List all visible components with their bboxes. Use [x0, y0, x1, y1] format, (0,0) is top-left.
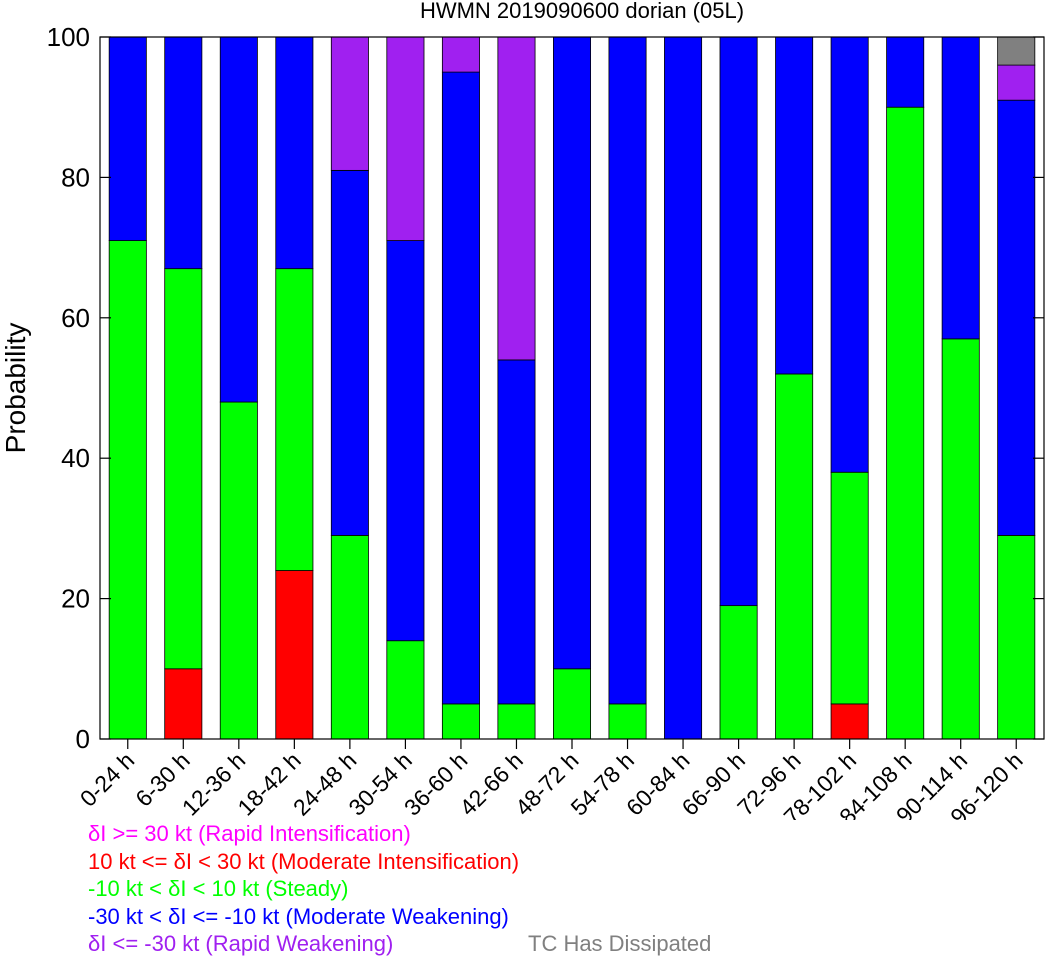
- bar-segment-moderate_weakening: [664, 36, 703, 740]
- bar-segment-dissipated: [997, 36, 1036, 66]
- y-tick-label: 60: [61, 303, 90, 333]
- stacked-bar-chart: HWMN 2019090600 dorian (05L) Probability…: [0, 0, 1045, 820]
- y-tick-label: 20: [61, 584, 90, 614]
- y-tick-label: 0: [76, 724, 90, 754]
- bar-segment-steady: [108, 240, 147, 740]
- legend-dissipated: TC Has Dissipated: [528, 931, 712, 956]
- bar-segment-steady: [386, 640, 425, 740]
- bar-segment-moderate_weakening: [497, 359, 536, 705]
- bar-segment-moderate_weakening: [830, 36, 869, 473]
- legend-steady: -10 kt < δI < 10 kt (Steady): [88, 876, 349, 901]
- bar-segment-steady: [997, 535, 1036, 740]
- bar-segment-moderate_intensification: [275, 570, 314, 740]
- legend-moderate-weakening: -30 kt < δI <= -10 kt (Moderate Weakenin…: [88, 903, 509, 929]
- bar-segment-moderate_weakening: [608, 36, 647, 705]
- bar-segment-steady: [330, 535, 369, 740]
- bar-segment-steady: [608, 703, 647, 740]
- legend-rapid-weakening: δI <= -30 kt (Rapid Weakening): [88, 931, 394, 956]
- legend-rapid-intensification: δI >= 30 kt (Rapid Intensification): [88, 821, 411, 846]
- bar-segment-moderate_weakening: [219, 36, 258, 403]
- bar-segment-rapid_weakening: [386, 36, 425, 241]
- bar-segment-moderate_intensification: [830, 703, 869, 740]
- bar-segment-rapid_weakening: [997, 64, 1036, 101]
- bar-segment-moderate_weakening: [997, 99, 1036, 536]
- bar-segment-moderate_weakening: [386, 240, 425, 642]
- chart-title: HWMN 2019090600 dorian (05L): [420, 0, 744, 23]
- bar-segment-rapid_weakening: [497, 36, 536, 361]
- bar-segment-moderate_weakening: [719, 36, 758, 607]
- bar-segment-steady: [441, 703, 480, 740]
- x-tick-label: 0-24 h: [75, 747, 140, 812]
- bar-segment-steady: [164, 268, 203, 670]
- bar-segment-moderate_weakening: [941, 36, 980, 340]
- plot-frame: [99, 36, 1045, 740]
- bar-segment-moderate_intensification: [164, 668, 203, 740]
- bar-segment-moderate_weakening: [886, 36, 925, 108]
- bar-segment-steady: [719, 605, 758, 740]
- bar-segment-moderate_weakening: [330, 169, 369, 536]
- bar-segment-steady: [552, 668, 592, 740]
- bar-segment-steady: [886, 106, 925, 740]
- y-axis-label: Probability: [0, 323, 31, 454]
- legend-moderate-intensification: 10 kt <= δI < 30 kt (Moderate Intensific…: [88, 848, 520, 874]
- bar-segment-moderate_weakening: [108, 36, 147, 241]
- bar-segment-moderate_weakening: [775, 36, 814, 375]
- bar-segment-rapid_weakening: [330, 36, 369, 171]
- bar-segment-steady: [830, 471, 869, 705]
- bar-segment-steady: [219, 401, 258, 740]
- bar-segment-steady: [497, 703, 536, 740]
- bar-segment-moderate_weakening: [275, 36, 314, 270]
- y-tick-label: 40: [61, 443, 90, 473]
- bar-segment-steady: [775, 373, 814, 740]
- y-tick-label: 80: [61, 162, 90, 192]
- bar-segment-moderate_weakening: [441, 71, 480, 705]
- bar-segment-steady: [275, 268, 314, 571]
- bar-segment-moderate_weakening: [552, 36, 592, 670]
- bar-segment-moderate_weakening: [164, 36, 203, 270]
- y-tick-label: 100: [47, 22, 90, 52]
- bar-segment-rapid_weakening: [441, 36, 480, 73]
- legend: δI >= 30 kt (Rapid Intensification) 10 k…: [88, 820, 519, 958]
- bar-segment-steady: [941, 338, 980, 740]
